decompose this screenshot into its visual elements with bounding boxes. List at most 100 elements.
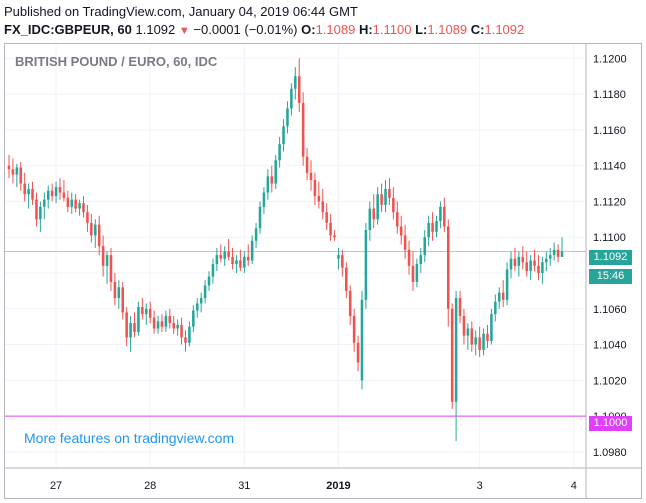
last-price-tag: 1.1092 <box>589 250 632 265</box>
candle-body <box>211 264 215 277</box>
candle-body <box>168 315 172 324</box>
candle-body <box>23 183 26 195</box>
candle-body <box>113 281 117 299</box>
candle-body <box>227 251 230 257</box>
candle-body <box>282 126 285 145</box>
candle-body <box>548 255 552 259</box>
candle-body <box>121 287 125 313</box>
candle-body <box>125 312 128 338</box>
candle-body <box>86 212 89 223</box>
candle-body <box>294 76 297 89</box>
candle-body <box>313 179 317 197</box>
candle-body <box>368 208 372 231</box>
candle-body <box>356 342 360 363</box>
candle-body <box>317 196 321 202</box>
candle-body <box>152 317 156 329</box>
candle-body <box>70 199 74 207</box>
candle-body <box>305 156 309 173</box>
candle-body <box>184 337 187 343</box>
candle-body <box>215 255 219 265</box>
candle-body <box>439 206 442 222</box>
candle-body <box>297 76 301 104</box>
candle-body <box>435 221 438 232</box>
x-tick-label: 4 <box>571 480 577 492</box>
candle-body <box>219 255 223 259</box>
candle-body <box>101 246 105 266</box>
chart-frame[interactable] <box>4 43 642 499</box>
candle-body <box>246 256 250 261</box>
candle-body <box>7 165 11 170</box>
candle-body <box>262 192 266 207</box>
candle-body <box>525 262 528 272</box>
change-value: −0.0001 (−0.01%) <box>193 22 298 37</box>
candle-body <box>411 265 415 282</box>
y-tick-label: 1.1140 <box>593 161 626 173</box>
candle-body <box>333 235 336 238</box>
candle-body <box>556 249 560 257</box>
candle-body <box>105 255 109 266</box>
candle-body <box>509 258 513 270</box>
candle-body <box>403 235 407 250</box>
candle-body <box>454 298 458 402</box>
candle-body <box>254 228 258 241</box>
candle-body <box>78 203 81 209</box>
low-value: 1.1089 <box>427 22 468 37</box>
y-tick-label: 1.1180 <box>593 89 626 101</box>
candle-body <box>462 315 466 336</box>
candle-body <box>223 251 226 259</box>
candle-body <box>560 251 564 257</box>
level-line-price-tag: 1.1000 <box>589 416 632 431</box>
candle-body <box>482 333 485 350</box>
candle-body <box>537 265 540 273</box>
candle-body <box>388 188 391 198</box>
candle-body <box>243 256 246 268</box>
candle-body <box>235 260 238 265</box>
tradingview-watermark-link[interactable]: More features on tradingview.com <box>24 430 235 446</box>
candle-body <box>364 230 368 300</box>
candle-body <box>39 206 42 220</box>
candle-body <box>392 197 395 213</box>
candle-body <box>348 290 352 316</box>
published-on-text: Published on TradingView.com, January 04… <box>4 4 358 19</box>
candle-body <box>141 306 144 315</box>
chart-title: BRITISH POUND / EURO, 60, IDC <box>15 54 218 69</box>
candle-body <box>74 199 77 209</box>
candle-body <box>19 167 23 184</box>
candle-body <box>541 262 544 273</box>
y-tick-label: 1.1060 <box>593 304 627 316</box>
candle-body <box>380 194 383 206</box>
candle-body <box>301 103 305 157</box>
candle-body <box>148 308 152 318</box>
candle-body <box>497 292 501 302</box>
candle-body <box>341 255 344 268</box>
candle-body <box>58 187 62 193</box>
candle-body <box>501 292 505 300</box>
candle-body <box>415 264 419 282</box>
candle-body <box>545 258 548 263</box>
candle-body <box>160 321 164 327</box>
candle-body <box>533 260 536 266</box>
candle-body <box>521 256 525 263</box>
symbol-name: FX_IDC:GBPEUR, 60 <box>4 22 132 37</box>
candle-body <box>266 176 270 193</box>
candle-body <box>129 323 132 338</box>
candle-body <box>396 212 399 227</box>
candle-body <box>11 169 15 175</box>
change-down-icon: ▼ <box>178 25 190 37</box>
candle-body <box>66 197 70 207</box>
candle-body <box>231 256 234 265</box>
candle-body <box>474 337 477 345</box>
candle-body <box>490 314 493 341</box>
candle-body <box>360 299 364 381</box>
y-tick-label: 1.1040 <box>593 340 627 352</box>
x-tick-label: 3 <box>477 480 483 492</box>
candle-body <box>43 199 46 207</box>
candle-body <box>486 333 489 341</box>
last-price-value: 1.1092 <box>135 22 176 37</box>
open-label: O: <box>301 22 316 37</box>
candle-body <box>133 323 136 333</box>
candle-body <box>384 188 387 206</box>
candle-body <box>399 226 403 236</box>
candle-body <box>419 255 423 265</box>
